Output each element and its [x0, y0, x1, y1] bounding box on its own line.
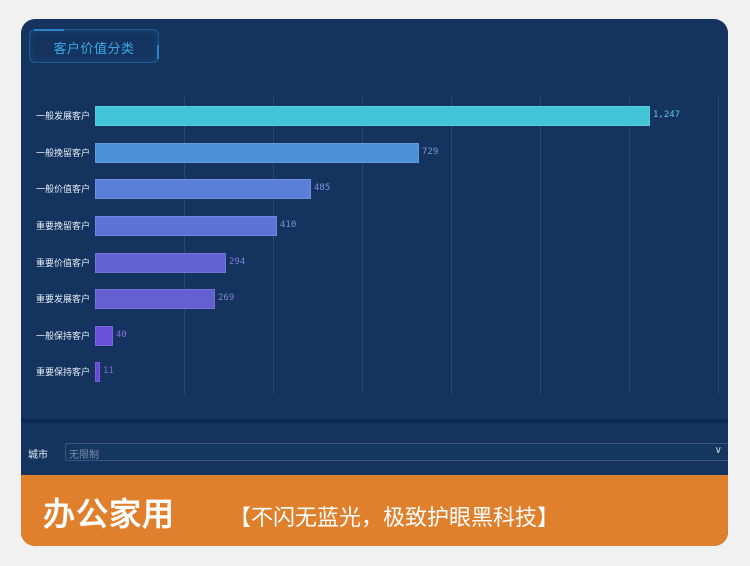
bar[interactable]: [95, 106, 650, 126]
gridline: [273, 97, 274, 394]
promo-banner: 办公家用 【不闪无蓝光，极致护眼黑科技】: [21, 475, 728, 546]
gridline: [540, 97, 541, 394]
bar-row: 重要价值客户 294: [21, 253, 728, 273]
category-label: 一般保持客户: [35, 332, 90, 342]
gridline: [362, 97, 363, 394]
gridline: [451, 97, 452, 394]
city-select-value: 无限制: [69, 450, 99, 461]
bar-row: 一般价值客户 485: [21, 179, 728, 199]
bar-chart: 一般发展客户 1,247 一般挽留客户 729 一般价值客户 485 重要挽留客户 410 重要…: [21, 89, 728, 394]
category-label: 重要挽留客户: [35, 222, 90, 232]
category-label: 一般价值客户: [35, 185, 90, 195]
gridline: [184, 97, 185, 394]
bar-row: 一般挽留客户 729: [21, 143, 728, 163]
bar[interactable]: [95, 362, 100, 382]
city-filter-row: 城市 无限制 ∨: [21, 441, 728, 463]
value-label: 410: [280, 220, 297, 230]
bar-row: 重要挽留客户 410: [21, 216, 728, 236]
city-select[interactable]: 无限制 ∨: [65, 443, 728, 461]
bar-row: 重要发展客户 269: [21, 289, 728, 309]
panel-title-box: 客户价值分类: [29, 29, 159, 63]
bar-row: 一般保持客户 40: [21, 326, 728, 346]
bar[interactable]: [95, 253, 226, 273]
category-label: 重要发展客户: [35, 295, 90, 305]
value-label: 11: [103, 366, 114, 376]
panel-title: 客户价值分类: [53, 42, 135, 57]
value-label: 294: [229, 257, 246, 267]
banner-headline: 办公家用: [43, 495, 176, 533]
value-label: 269: [218, 293, 235, 303]
bar[interactable]: [95, 143, 419, 163]
chevron-down-icon: ∨: [714, 445, 722, 456]
value-label: 729: [422, 147, 439, 157]
value-label: 40: [116, 330, 127, 340]
banner-subtext: 【不闪无蓝光，极致护眼黑科技】: [229, 506, 560, 531]
city-filter-label: 城市: [28, 450, 48, 461]
bar-row: 一般发展客户 1,247: [21, 106, 728, 126]
value-label: 1,247: [653, 110, 681, 120]
category-label: 重要保持客户: [35, 368, 90, 378]
gridline: [718, 97, 719, 394]
gridline: [629, 97, 630, 394]
bar[interactable]: [95, 326, 113, 346]
category-label: 一般发展客户: [35, 112, 90, 122]
value-label: 485: [314, 183, 331, 193]
bar[interactable]: [95, 179, 311, 199]
dashboard-card: 客户价值分类 一般发展客户 1,247 一般挽留客户 729 一般价值客户 485 重要挽留…: [21, 19, 728, 546]
bar[interactable]: [95, 289, 215, 309]
section-divider: [21, 419, 728, 423]
category-label: 一般挽留客户: [35, 149, 90, 159]
category-label: 重要价值客户: [35, 259, 90, 269]
bar-row: 重要保持客户 11: [21, 362, 728, 382]
bar[interactable]: [95, 216, 277, 236]
